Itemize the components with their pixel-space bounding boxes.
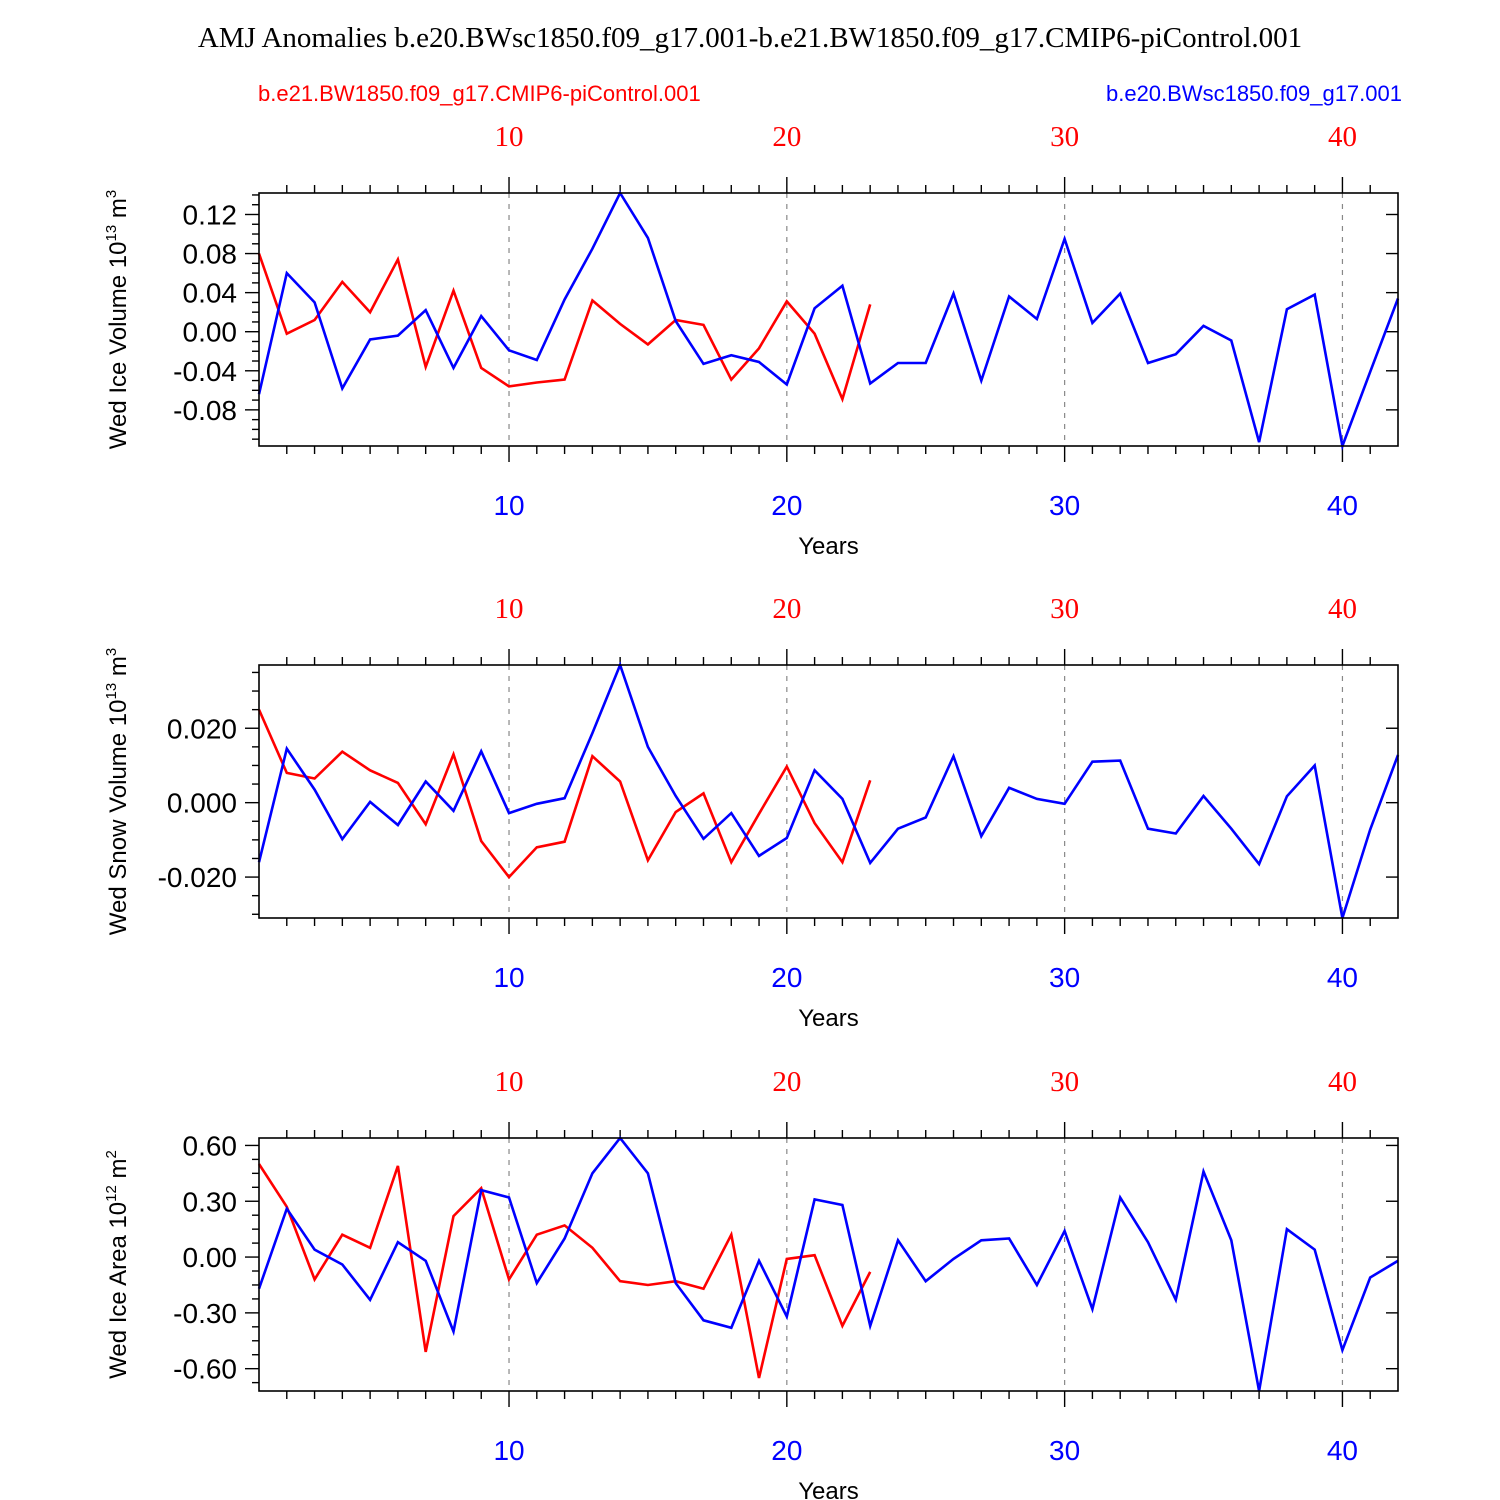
x-axis-label: Years bbox=[798, 533, 859, 560]
series-line-experiment bbox=[257, 661, 1400, 919]
panel-1: 0.12 0.08 0.04 0.00 -0.04 -0.08 10 10 20 20 30 30 40… bbox=[103, 121, 1400, 560]
x-tick-label-bottom: 30 bbox=[1049, 490, 1080, 521]
series-line-experiment bbox=[257, 1135, 1399, 1392]
y-tick-label: 0.04 bbox=[183, 278, 238, 309]
y-axis-label: Wed Snow Volume 1013 m3 bbox=[103, 648, 132, 935]
x-axis-label: Years bbox=[798, 1005, 859, 1032]
panel-3: 0.60 0.30 0.00 -0.30 -0.60 10 10 20 20 30 30 40 40 Ye… bbox=[103, 1066, 1399, 1500]
x-tick-label-bottom: 30 bbox=[1049, 1435, 1080, 1466]
x-tick-label-top: 30 bbox=[1050, 121, 1079, 153]
x-tick-label-bottom: 10 bbox=[493, 1435, 524, 1466]
y-axis-label-text: m bbox=[105, 656, 132, 683]
y-axis-label-superscript: 12 bbox=[103, 1185, 120, 1202]
legend-control-label: b.e21.BW1850.f09_g17.CMIP6-piControl.001 bbox=[258, 81, 701, 106]
x-tick-label-bottom: 40 bbox=[1327, 490, 1358, 521]
x-tick-label-top: 40 bbox=[1328, 593, 1357, 625]
y-tick-label: 0.12 bbox=[183, 199, 238, 230]
y-axis-label-superscript: 2 bbox=[103, 1150, 120, 1158]
x-tick-label-top: 20 bbox=[772, 593, 801, 625]
y-tick-label: 0.00 bbox=[183, 317, 238, 348]
y-tick-label: 0.08 bbox=[183, 239, 238, 270]
y-tick-label: -0.30 bbox=[173, 1298, 237, 1329]
y-axis-label-text: Wed Snow Volume 10 bbox=[105, 700, 132, 936]
y-axis-label-superscript: 3 bbox=[103, 190, 120, 198]
legend-experiment-label: b.e20.BWsc1850.f09_g17.001 bbox=[1106, 81, 1402, 106]
x-tick-label-top: 20 bbox=[772, 1066, 801, 1098]
y-tick-label: 0.60 bbox=[183, 1130, 238, 1161]
series-line-control bbox=[257, 1163, 872, 1379]
x-tick-label-bottom: 20 bbox=[771, 1435, 802, 1466]
y-axis-label: Wed Ice Area 1012 m2 bbox=[103, 1150, 132, 1379]
y-axis-label-text: m bbox=[105, 1158, 132, 1185]
x-tick-label-top: 20 bbox=[772, 121, 801, 153]
y-tick-label: -0.020 bbox=[158, 862, 237, 893]
plot-frame bbox=[258, 1137, 1399, 1392]
y-tick-label: 0.00 bbox=[183, 1242, 238, 1273]
series-line-control bbox=[257, 709, 872, 880]
panel-2: 0.020 0.000 -0.020 10 10 20 20 30 30 40 40 Years Wed… bbox=[103, 593, 1400, 1032]
x-tick-label-top: 40 bbox=[1328, 121, 1357, 153]
y-axis-label: Wed Ice Volume 1013 m3 bbox=[103, 190, 132, 449]
x-tick-label-bottom: 30 bbox=[1049, 962, 1080, 993]
x-tick-label-bottom: 40 bbox=[1327, 962, 1358, 993]
y-tick-label: 0.020 bbox=[167, 713, 237, 744]
x-tick-label-bottom: 10 bbox=[493, 490, 524, 521]
series-line-control bbox=[257, 253, 872, 403]
chart-title: AMJ Anomalies b.e20.BWsc1850.f09_g17.001… bbox=[198, 22, 1302, 54]
y-tick-label: -0.60 bbox=[173, 1354, 237, 1385]
x-axis-label: Years bbox=[798, 1478, 859, 1500]
y-tick-label: 0.30 bbox=[183, 1186, 238, 1217]
y-tick-label: -0.04 bbox=[173, 356, 237, 387]
plot-frame bbox=[258, 192, 1399, 447]
y-tick-label: -0.08 bbox=[173, 395, 237, 426]
plot-frame bbox=[258, 664, 1399, 919]
y-axis-label-superscript: 3 bbox=[103, 648, 120, 656]
y-axis-label-text: m bbox=[105, 198, 132, 225]
x-tick-label-bottom: 20 bbox=[771, 490, 802, 521]
y-axis-label-superscript: 13 bbox=[103, 225, 120, 242]
x-tick-label-top: 30 bbox=[1050, 1066, 1079, 1098]
x-tick-label-top: 40 bbox=[1328, 1066, 1357, 1098]
x-tick-label-top: 10 bbox=[495, 593, 524, 625]
x-tick-label-top: 10 bbox=[495, 1066, 524, 1098]
y-tick-label: 0.000 bbox=[167, 788, 237, 819]
x-tick-label-bottom: 10 bbox=[493, 962, 524, 993]
y-axis-label-superscript: 13 bbox=[103, 683, 120, 700]
x-tick-label-top: 10 bbox=[495, 121, 524, 153]
y-axis-label-text: Wed Ice Volume 10 bbox=[105, 242, 132, 450]
series-line-experiment bbox=[257, 190, 1400, 451]
x-tick-label-bottom: 20 bbox=[771, 962, 802, 993]
y-axis-label-text: Wed Ice Area 10 bbox=[105, 1202, 132, 1379]
x-tick-label-bottom: 40 bbox=[1327, 1435, 1358, 1466]
panels: 0.12 0.08 0.04 0.00 -0.04 -0.08 10 10 20 20 30 30 40… bbox=[103, 121, 1400, 1500]
x-tick-label-top: 30 bbox=[1050, 593, 1079, 625]
